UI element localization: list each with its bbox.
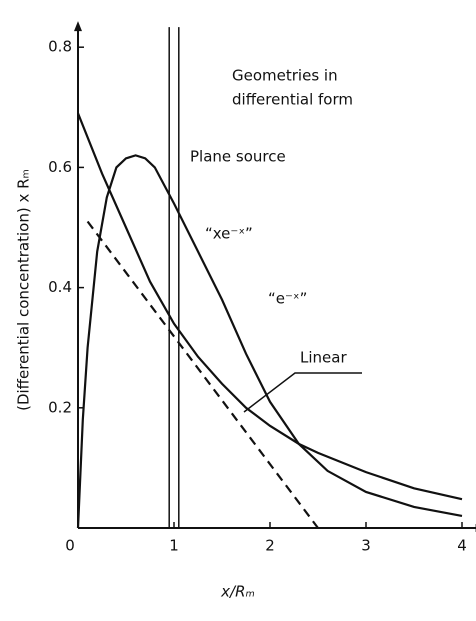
series-line [78,155,462,528]
x-tick-label: 1 [169,537,179,555]
axis-arrow [74,21,82,31]
y-axis-title: (Differential concentration) x Rₘ [15,169,33,411]
series-label: “xe⁻ˣ” [205,225,253,243]
series-line [88,221,318,528]
annotation: differential form [232,91,353,109]
x-tick-label: 3 [361,537,371,555]
plane-source-label: Plane source [190,148,286,166]
x-tick-label: 0 [65,537,75,555]
annotation: Geometries in [232,67,338,85]
y-tick-label: 0.2 [48,398,72,416]
x-tick-label: 2 [265,537,275,555]
x-axis-title: x/Rₘ [220,583,255,601]
x-tick-label: 4 [457,537,467,555]
y-tick-label: 0.6 [48,158,72,176]
series-label: “e⁻ˣ” [268,290,307,308]
y-tick-label: 0.4 [48,278,72,296]
series-label: Linear [300,349,347,367]
leader-line [244,373,362,412]
y-tick-label: 0.8 [48,38,72,56]
